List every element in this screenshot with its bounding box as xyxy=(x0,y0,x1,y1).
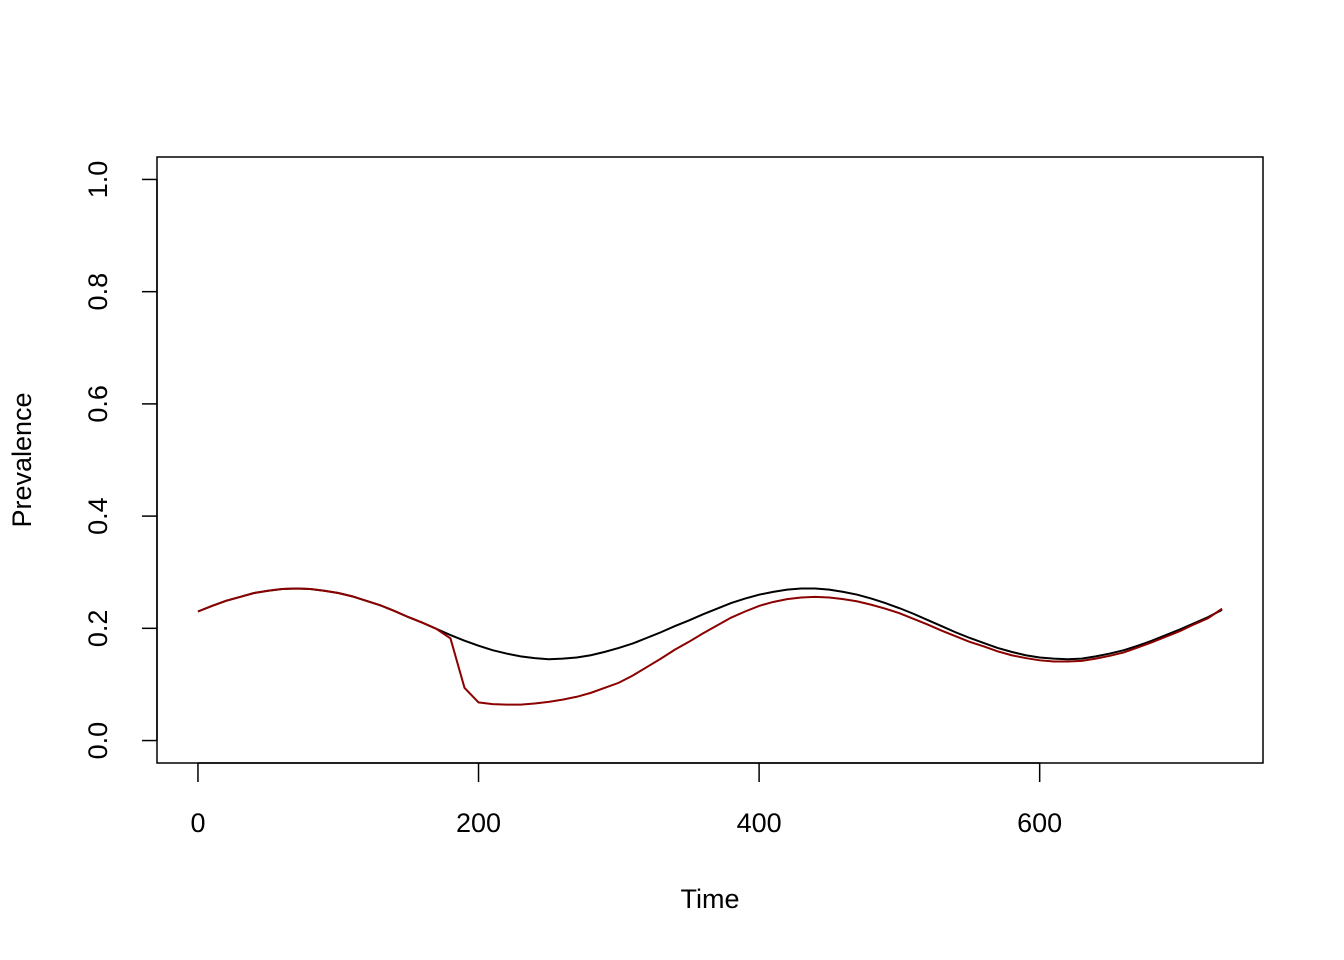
series-line xyxy=(197,587,1223,661)
plot-box xyxy=(156,156,1264,764)
x-tick-label: 200 xyxy=(456,808,501,838)
x-tick-label: 400 xyxy=(737,808,782,838)
x-axis-label: Time xyxy=(681,884,740,914)
series-line xyxy=(197,587,1223,706)
x-tick-label: 600 xyxy=(1017,808,1062,838)
y-tick-label: 0.0 xyxy=(83,722,113,760)
y-tick-label: 0.8 xyxy=(83,273,113,311)
y-tick-label: 0.6 xyxy=(83,385,113,423)
y-tick-label: 0.4 xyxy=(83,497,113,535)
y-tick-label: 1.0 xyxy=(83,161,113,199)
y-tick-label: 0.2 xyxy=(83,610,113,648)
x-tick-label: 0 xyxy=(190,808,205,838)
y-axis-label: Prevalence xyxy=(7,392,37,527)
